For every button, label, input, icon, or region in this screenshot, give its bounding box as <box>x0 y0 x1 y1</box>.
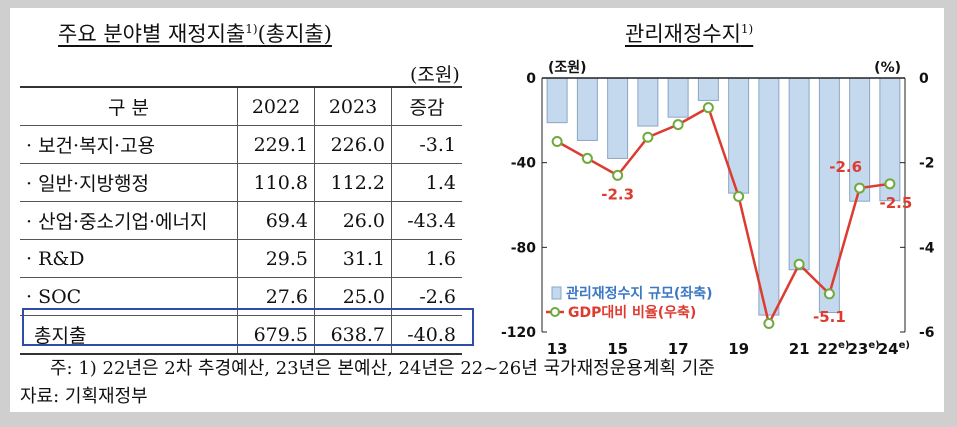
x-tick-label: 13 <box>547 340 568 358</box>
header-category: 구 분 <box>20 87 238 126</box>
data-label: -2.5 <box>879 194 912 212</box>
row-value: 226.0 <box>314 125 392 164</box>
row-value: 679.5 <box>237 315 315 355</box>
x-tick-sup: e) <box>899 340 910 351</box>
row-value: -3.1 <box>391 125 462 164</box>
row-value: -43.4 <box>391 201 462 240</box>
legend-bar-label: 관리재정수지 규모(좌축) <box>566 285 712 302</box>
bar <box>788 77 810 271</box>
figure-panel: 주요 분야별 재정지출1)(총지출) (조원) 구 분 2022 2023 증감… <box>10 8 944 412</box>
legend-line-label: GDP대비 비율(우축) <box>568 304 696 321</box>
row-label: · 일반·지방행정 <box>20 163 238 202</box>
x-tick-label: 17 <box>668 340 689 358</box>
row-value: 1.6 <box>391 239 462 278</box>
row-value: 110.8 <box>237 163 315 202</box>
ratio-point <box>823 288 835 300</box>
row-value: 112.2 <box>314 163 392 202</box>
left-tick-label: 0 <box>526 71 536 87</box>
table-row: · 산업·중소기업·에너지 69.4 26.0 -43.4 <box>20 201 462 240</box>
legend-bar-swatch <box>551 286 562 300</box>
row-value: 29.5 <box>237 239 315 278</box>
table-header-row: 구 분 2022 2023 증감 <box>20 87 462 126</box>
x-tick-sup: e) <box>838 340 849 351</box>
right-tick-label: -2 <box>919 156 935 172</box>
table-row: · 일반·지방행정 110.8 112.2 1.4 <box>20 163 462 202</box>
header-2022: 2022 <box>237 87 315 126</box>
ratio-point <box>884 178 896 190</box>
ratio-line <box>556 105 891 328</box>
row-label: · 산업·중소기업·에너지 <box>20 201 238 240</box>
ratio-point <box>793 258 805 270</box>
bar <box>758 77 780 316</box>
x-tick-sup: e) <box>868 340 879 351</box>
x-tick-label: 24e) <box>878 340 910 358</box>
left-tick-label: -40 <box>511 156 537 172</box>
table-unit: (조원) <box>410 64 460 86</box>
left-axis-unit: (조원) <box>548 60 587 76</box>
row-value: 69.4 <box>237 201 315 240</box>
data-label: -2.3 <box>601 185 634 203</box>
row-value: -40.8 <box>391 315 462 355</box>
row-value: 1.4 <box>391 163 462 202</box>
table-row: · R&D 29.5 31.1 1.6 <box>20 239 462 278</box>
x-tick-label: 23e) <box>848 340 880 358</box>
bar <box>546 77 568 124</box>
x-tick-label: 15 <box>607 340 628 358</box>
row-value: 26.0 <box>314 201 392 240</box>
footnote: 주: 1) 22년은 2차 추경예산, 23년은 본예산, 24년은 22~26… <box>50 358 715 379</box>
x-tick-label: 22e) <box>817 340 849 358</box>
row-value: 638.7 <box>314 315 392 355</box>
header-2023: 2023 <box>314 87 392 126</box>
right-title: 관리재정수지1) <box>625 22 754 46</box>
right-axis-unit: (%) <box>874 60 901 76</box>
table-total-row: 총지출 679.5 638.7 -40.8 <box>20 315 462 355</box>
row-value: 31.1 <box>314 239 392 278</box>
row-label: · 보건·복지·고용 <box>20 125 238 164</box>
right-tick-label: 0 <box>919 71 929 87</box>
ratio-point <box>612 169 624 181</box>
bar <box>818 77 840 314</box>
data-label: -2.6 <box>829 158 862 176</box>
ratio-point <box>702 102 714 114</box>
ratio-point <box>733 191 745 203</box>
x-tick-label: 21 <box>789 340 810 358</box>
table-row: · 보건·복지·고용 229.1 226.0 -3.1 <box>20 125 462 164</box>
bar <box>637 77 659 127</box>
right-tick-label: -6 <box>919 325 935 341</box>
bar <box>667 77 689 118</box>
ratio-point <box>672 119 684 131</box>
ratio-point <box>854 182 866 194</box>
header-change: 증감 <box>391 87 462 126</box>
data-label: -5.1 <box>813 308 846 326</box>
x-tick-label: 19 <box>728 340 749 358</box>
ratio-point <box>551 136 563 147</box>
bar <box>607 77 629 159</box>
source-note: 자료: 기획재정부 <box>20 386 148 407</box>
right-tick-label: -4 <box>919 240 935 256</box>
legend-line-marker <box>550 307 560 317</box>
ratio-point <box>642 131 654 143</box>
row-label: 총지출 <box>20 315 238 355</box>
left-tick-label: -80 <box>511 240 537 256</box>
left-tick-label: -120 <box>501 325 536 341</box>
bar <box>697 77 719 101</box>
row-value: 229.1 <box>237 125 315 164</box>
total-highlight-box <box>22 308 474 346</box>
bar <box>576 77 598 141</box>
row-label: · R&D <box>20 239 238 278</box>
ratio-point <box>581 152 593 164</box>
left-title: 주요 분야별 재정지출1)(총지출) <box>58 22 332 46</box>
ratio-point <box>763 318 775 330</box>
